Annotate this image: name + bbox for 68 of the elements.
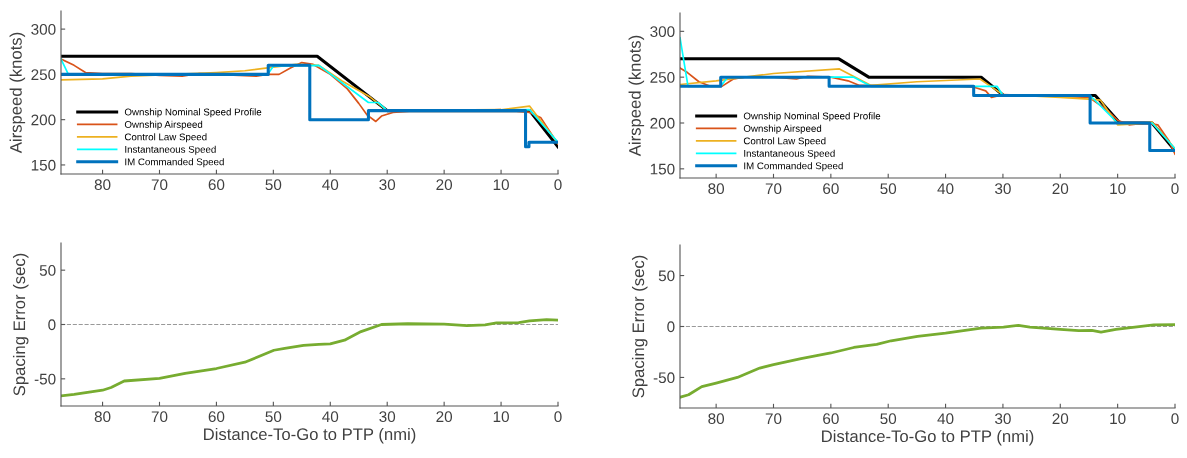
y-axis-title: Airspeed (knots) [628,35,645,157]
x-tick-label: 70 [151,411,168,423]
x-tick-label: 80 [94,179,111,191]
x-tick-label: 60 [208,179,225,191]
legend-label: Ownship Nominal Speed Profile [124,108,262,118]
line-series [61,318,558,398]
x-tick-label: 20 [436,179,453,191]
x-tick-label: 30 [995,183,1011,195]
x-tick-label: 30 [995,413,1011,425]
legend-label: Instantaneous Speed [744,149,835,159]
legend-label: Control Law Speed [743,137,826,147]
x-tick-label: 10 [1110,413,1126,425]
x-tick-label: 80 [708,183,725,195]
x-tick-label: 40 [322,179,339,191]
x-tick-label: 80 [708,413,725,425]
y-tick-label: -50 [653,372,675,384]
legend-label: Ownship Nominal Speed Profile [743,112,881,122]
y-tick-label: 300 [650,26,675,38]
x-tick-label: 50 [880,183,897,195]
y-tick-label: 0 [667,321,675,333]
x-tick-label: 10 [493,411,509,423]
x-tick-label: 10 [1110,183,1126,195]
x-tick-label: 50 [880,413,897,425]
y-tick-label: 50 [39,265,56,276]
legend-label: Instantaneous Speed [125,145,216,155]
y-tick-label: 250 [31,69,56,81]
y-axis-title: Spacing Error (sec) [631,255,648,398]
x-tick-label: 50 [265,411,282,423]
y-tick-label: 50 [658,270,675,282]
x-axis-title: Distance-To-Go to PTP (nmi) [204,427,416,444]
y-tick-label: -50 [34,373,56,385]
y-axis-title: Spacing Error (sec) [12,253,29,396]
y-tick-label: 250 [650,72,675,83]
x-tick-label: 70 [765,183,782,195]
x-tick-label: 50 [265,179,282,191]
y-tick-label: 300 [31,23,56,35]
y-axis-title: Airspeed (knots) [9,32,26,154]
y-tick-label: 150 [31,159,56,171]
legend-label: Ownship Airspeed [124,120,203,130]
x-tick-label: 40 [937,183,954,195]
x-tick-label: 70 [765,413,782,425]
x-tick-label: 0 [1171,183,1179,195]
x-tick-label: 60 [823,183,839,195]
x-tick-label: 30 [379,179,396,191]
line-series [680,323,1175,399]
legend-label: Ownship Airspeed [743,124,822,134]
x-tick-label: 0 [554,411,562,423]
legend-label: IM Commanded Speed [744,162,843,172]
y-tick-label: 200 [650,117,675,129]
x-tick-label: 40 [322,411,339,423]
y-tick-label: 150 [650,163,675,175]
x-tick-label: 30 [379,411,396,423]
x-tick-label: 20 [1052,183,1069,195]
x-tick-label: 40 [937,413,954,425]
x-tick-label: 10 [493,179,509,191]
x-tick-label: 60 [823,413,839,425]
x-tick-label: 0 [1171,413,1179,425]
legend-label: Control Law Speed [124,133,207,143]
y-tick-label: 200 [31,114,56,126]
x-axis-title: Distance-To-Go to PTP (nmi) [822,429,1034,446]
x-tick-label: 20 [436,411,453,423]
y-tick-label: 0 [48,319,56,331]
x-tick-label: 0 [554,179,562,191]
x-tick-label: 60 [208,411,225,423]
x-tick-label: 20 [1052,413,1069,425]
legend-label: IM Commanded Speed [125,158,224,168]
x-tick-label: 70 [151,179,168,191]
x-tick-label: 80 [94,411,111,423]
